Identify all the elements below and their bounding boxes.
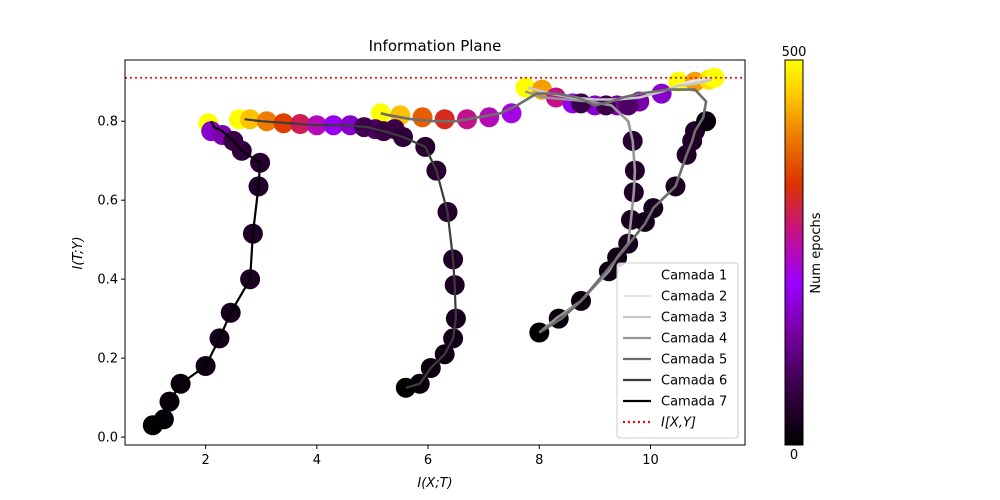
plot-content [142, 67, 725, 436]
epoch-marker [618, 95, 639, 116]
series-line-camada-5 [380, 88, 708, 334]
y-tick-label: 0.6 [97, 194, 118, 209]
epoch-marker [501, 103, 522, 124]
y-tick-label: 0.8 [97, 115, 118, 130]
legend-label: Camada 2 [661, 290, 727, 305]
y-tick-label: 0.2 [97, 352, 118, 367]
epoch-marker [434, 109, 455, 130]
series-line-camada-2 [677, 76, 712, 87]
colorbar-min-label: 0 [790, 448, 798, 463]
y-tick-label: 0.4 [97, 273, 118, 288]
legend-label: Camada 7 [661, 395, 727, 410]
x-tick-label: 4 [313, 453, 321, 468]
x-axis-ticks: 2 4 6 8 10 [201, 445, 659, 468]
y-axis-label: I(T;Y) [71, 236, 86, 269]
x-axis-label: I(X;T) [417, 476, 452, 491]
x-tick-label: 2 [201, 453, 209, 468]
legend-label: Camada 3 [661, 311, 727, 326]
plot-frame [124, 59, 746, 446]
legend-label: Camada 1 [661, 269, 727, 284]
epoch-marker [696, 111, 717, 132]
chart-title: Information Plane [369, 37, 502, 55]
x-tick-label: 8 [535, 453, 543, 468]
colorbar [784, 59, 804, 446]
legend-label: Camada 5 [661, 353, 727, 368]
y-axis-ticks: 0.0 0.2 0.4 0.6 0.8 [97, 115, 125, 446]
legend-label: Camada 4 [661, 332, 727, 347]
legend-label: Camada 6 [661, 374, 727, 389]
series-line-camada-6 [244, 118, 457, 389]
colorbar-label: Num epochs [809, 212, 824, 293]
legend: Camada 1 Camada 2 Camada 3 Camada 4 Camada 5… [616, 262, 739, 439]
y-tick-label: 0.0 [97, 431, 118, 446]
epoch-marker [704, 67, 725, 88]
x-tick-label: 10 [642, 453, 659, 468]
colorbar-max-label: 500 [782, 45, 807, 60]
x-tick-label: 6 [424, 453, 432, 468]
epoch-marker [479, 107, 500, 128]
legend-box [616, 262, 739, 439]
epoch-marker [412, 107, 433, 128]
legend-label: I[X,Y] [661, 416, 696, 431]
series-line-camada-7 [152, 120, 262, 427]
